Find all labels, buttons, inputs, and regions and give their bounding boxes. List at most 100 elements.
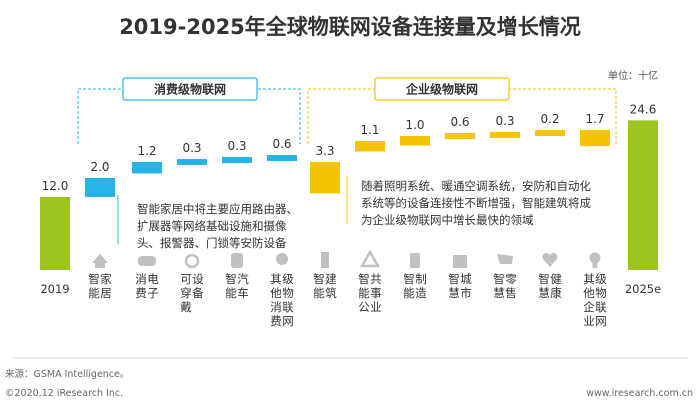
step-value-label: 3.3 [315,144,334,158]
end-value-label: 24.6 [630,102,657,116]
step-category-label-a: 智能 [88,272,100,300]
bulb-base [592,263,598,268]
step-bar [580,130,610,147]
group-bracket-line [307,88,617,144]
car-icon [231,253,243,268]
group-label-box [374,77,510,101]
end-category-label: 2025e [625,282,661,296]
step-category-label-a: 智能 [313,272,325,300]
robot-shape [410,253,420,268]
step-bar [490,132,520,138]
heart-shape [542,252,558,267]
step-category-label-b: 制造 [415,272,427,300]
step-value-label: 0.3 [227,139,246,153]
step-bar [310,162,340,194]
car-shape [231,253,243,268]
console-icon [138,256,156,266]
step-category-label-a: 可穿戴 [180,272,192,314]
step-value-label: 0.6 [450,115,469,129]
city-shape [453,255,467,268]
step-category-label-b: 共事业 [370,272,382,314]
step-bar [400,136,430,146]
unit-label: 单位：十亿 [608,69,658,82]
recycle-icon [359,249,381,268]
annotation-line: 头、报警器、门锁等安防设备 [137,236,287,250]
step-value-label: 0.3 [182,141,201,155]
console-shape [138,256,156,266]
annotation-line: 智能家居中将主要应用路由器、 [137,202,298,216]
cart-icon [497,254,513,264]
chart-title: 2019-2025年全球物联网设备连接量及增长情况 [119,15,581,39]
step-bar [535,130,565,136]
category-icons [92,249,601,269]
house-icon [92,254,108,268]
step-category-label-a: 消费 [135,272,147,300]
city-icon [453,255,467,268]
step-value-label: 1.2 [137,144,156,158]
start-value-label: 12.0 [42,179,69,193]
step-value-label: 1.1 [360,123,379,137]
step-category-label-a: 智能公 [358,272,370,314]
start-category-label: 2019 [40,282,69,296]
step-value-label: 0.2 [540,112,559,126]
category-labels: 2019 2025e智能家居消费电子可穿戴设备智能汽车其他消费级物联网智能建筑智能… [40,272,661,328]
group-brackets: 消费级物联网 企业级物联网 [77,77,617,144]
step-value-label: 0.6 [272,137,291,151]
end-bar [628,120,658,270]
step-value-label: 1.7 [585,112,604,126]
annotation-line: 扩展器等网络基础设施和摄像 [137,219,287,233]
group-label: 消费级物联网 [154,82,226,97]
camera-shape [276,253,288,265]
step-value-label: 0.3 [495,114,514,128]
annotation-line: 为企业级物联网中增长最快的领域 [361,213,534,227]
step-bar [132,162,162,174]
step-category-label-b: 汽车 [237,272,249,300]
step-category-label-b: 健康 [550,272,562,300]
step-category-label-a: 其他消费 [270,272,282,328]
step-category-label-a: 智能 [225,272,237,300]
step-bar [85,178,115,197]
step-category-label-b: 城市 [460,272,472,300]
step-category-label-a: 智能 [403,272,415,300]
step-value-label: 2.0 [90,160,109,174]
step-category-label-a: 智慧 [538,272,550,300]
robot-icon [410,253,420,268]
step-bar [177,159,207,165]
step-category-label-a: 智慧 [448,272,460,300]
step-bar [355,141,385,152]
step-category-label-b: 零售 [505,272,517,300]
group-label: 企业级物联网 [405,82,478,97]
copyright: ©2020.12 iResearch Inc. [5,388,123,399]
building-shape [321,252,329,268]
heart-icon [542,252,558,267]
watch-icon [184,253,200,269]
step-bar [267,155,297,161]
start-bar [40,197,70,270]
step-category-label-b: 设备 [192,272,204,300]
watch-shape [184,253,200,269]
step-value-label: 1.0 [405,118,424,132]
step-bar [445,133,475,139]
step-bar [222,157,252,163]
step-category-label-b: 电子 [147,272,159,300]
annotation-line: 系统等的设备连接性不断增强，智能建筑将成 [361,196,591,210]
source-note: 来源：GSMA Intelligence。 [5,369,129,380]
camera-icon [276,253,288,265]
website: www.iresearch.com.cn [586,388,693,399]
building-icon [321,252,329,268]
step-category-label-b: 级物联网 [595,272,607,328]
bars: 12.0 24.6 2.0 1.2 0.3 0.3 0.6 3.3 1.1 1.0 0.6 0.3 0.… [40,102,658,270]
cart-shape [497,254,513,264]
house-shape [92,254,108,268]
step-category-label-b: 家居 [100,272,112,300]
step-category-label-a: 智慧 [493,272,505,300]
annotations: 智能家居中将主要应用路由器、扩展器等网络基础设施和摄像头、报警器、门锁等安防设备… [117,176,591,250]
group-label-box [122,77,258,101]
bulb-icon [589,252,601,268]
step-category-label-b: 建筑 [325,272,337,300]
step-category-label-b: 级物联网 [282,272,294,328]
bulb-shape [589,252,601,264]
recycle-shape [359,249,381,268]
step-category-label-a: 其他企业 [583,272,595,328]
